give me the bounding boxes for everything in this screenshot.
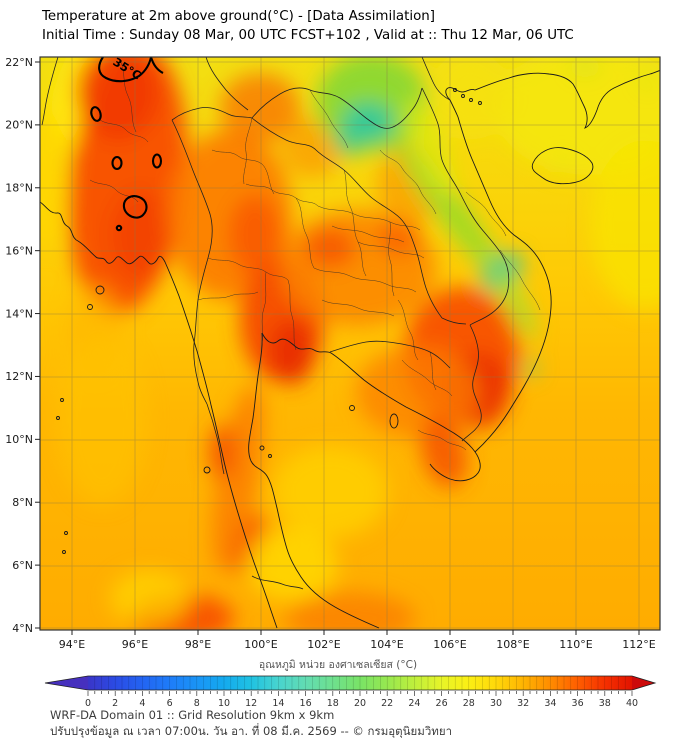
colorbar-tick-label: 32 bbox=[517, 698, 529, 709]
colorbar-separators bbox=[94, 676, 626, 690]
temperature-field-layer bbox=[40, 57, 660, 630]
y-axis-label: 4°N bbox=[12, 622, 33, 635]
coastline-layer bbox=[40, 69, 660, 629]
footer: WRF-DA Domain 01 :: Grid Resolution 9km … bbox=[50, 708, 452, 739]
y-axis-label: 12°N bbox=[5, 370, 33, 383]
y-axis-label: 18°N bbox=[5, 182, 33, 195]
colorbar-tick-label: 38 bbox=[599, 698, 611, 709]
colorbar: 0 2 4 6 8 10 12 14 16 18 20 22 24 26 28 30 32 34 36 38 40 bbox=[44, 675, 657, 709]
x-axis-label: 96°E bbox=[122, 638, 148, 651]
footer-update-info: ปรับปรุงข้อมูล ณ เวลา 07:00น. วัน อา. ที… bbox=[50, 723, 453, 738]
colorbar-ticks: 0 2 4 6 8 10 12 14 16 18 20 22 24 26 28 30 32 34 36 38 40 bbox=[85, 691, 638, 709]
colorbar-tick-label: 12 bbox=[245, 698, 257, 709]
y-axis-label: 20°N bbox=[5, 119, 33, 132]
colorbar-tick-label: 0 bbox=[85, 698, 91, 709]
y-axis-label: 10°N bbox=[5, 433, 33, 446]
colorbar-tick-label: 6 bbox=[167, 698, 173, 709]
colorbar-tick-label: 14 bbox=[272, 698, 284, 709]
x-axis-label: 108°E bbox=[496, 638, 529, 651]
x-axis: 94°E 96°E 98°E 100°E 102°E 104°E 106°E 108°E 110… bbox=[59, 630, 656, 651]
y-axis: 22°N 20°N 18°N 16°N 14°N 12°N 10°N 8°N 6°N 4°N bbox=[5, 56, 40, 635]
country-border-layer bbox=[41, 57, 510, 590]
x-axis-label: 106°E bbox=[433, 638, 466, 651]
colorbar-title: อุณหภูมิ หน่วย องศาเซลเซียส (°C) bbox=[258, 659, 418, 671]
colorbar-tick-label: 20 bbox=[354, 698, 366, 709]
y-axis-label: 6°N bbox=[12, 559, 33, 572]
x-axis-label: 110°E bbox=[559, 638, 592, 651]
colorbar-tick-label: 16 bbox=[300, 698, 312, 709]
y-axis-label: 22°N bbox=[5, 56, 33, 69]
y-axis-label: 16°N bbox=[5, 244, 33, 257]
colorbar-tick-label: 36 bbox=[572, 698, 584, 709]
colorbar-tick-label: 2 bbox=[112, 698, 118, 709]
y-axis-label: 14°N bbox=[5, 307, 33, 320]
x-axis-label: 104°E bbox=[370, 638, 403, 651]
colorbar-left-arrow bbox=[45, 676, 88, 690]
header: Temperature at 2m above ground(°C) - [Da… bbox=[42, 7, 574, 45]
colorbar-tick-label: 28 bbox=[463, 698, 475, 709]
x-axis-label: 112°E bbox=[622, 638, 655, 651]
footer-domain-info: WRF-DA Domain 01 :: Grid Resolution 9km … bbox=[50, 708, 335, 722]
colorbar-tick-label: 34 bbox=[544, 698, 556, 709]
colorbar-right-arrow bbox=[632, 676, 655, 690]
colorbar-tick-label: 18 bbox=[327, 698, 339, 709]
x-axis-label: 100°E bbox=[244, 638, 277, 651]
y-axis-label: 8°N bbox=[12, 496, 33, 509]
colorbar-tick-label: 26 bbox=[436, 698, 448, 709]
map-panel: 35°C bbox=[40, 57, 660, 630]
colorbar-tick-label: 40 bbox=[626, 698, 638, 709]
colorbar-tick-label: 30 bbox=[490, 698, 502, 709]
x-axis-label: 94°E bbox=[59, 638, 85, 651]
page-subtitle: Initial Time : Sunday 08 Mar, 00 UTC FCS… bbox=[42, 28, 574, 43]
colorbar-tick-label: 8 bbox=[194, 698, 200, 709]
colorbar-tick-label: 24 bbox=[408, 698, 420, 709]
map-frame bbox=[39, 56, 661, 631]
colorbar-outline bbox=[44, 675, 657, 691]
x-axis-label: 98°E bbox=[185, 638, 211, 651]
province-border-layer bbox=[89, 59, 541, 451]
graticule-grid bbox=[40, 57, 660, 630]
colorbar-gradient-bar bbox=[88, 676, 632, 690]
colorbar-tick-label: 22 bbox=[381, 698, 393, 709]
page-title: Temperature at 2m above ground(°C) - [Da… bbox=[42, 9, 435, 24]
colorbar-tick-label: 4 bbox=[139, 698, 145, 709]
temperature-contour-layer bbox=[90, 57, 164, 232]
colorbar-tick-label: 10 bbox=[218, 698, 230, 709]
x-axis-label: 102°E bbox=[307, 638, 340, 651]
